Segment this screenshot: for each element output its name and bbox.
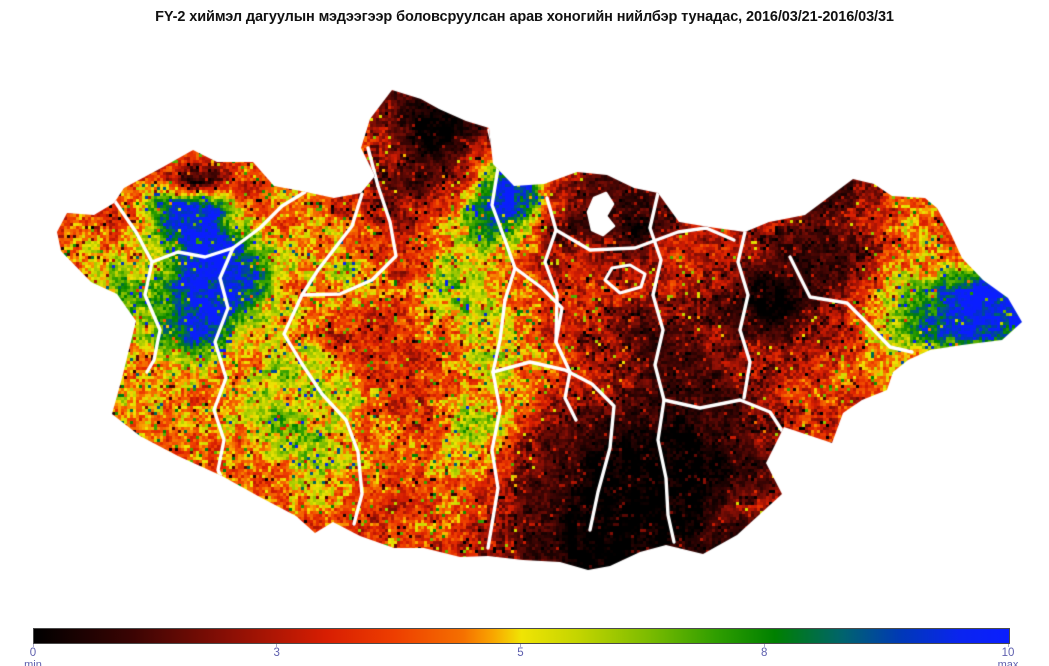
colorbar-max-label: max	[997, 659, 1019, 666]
colorbar-tickmark	[763, 644, 765, 647]
colorbar-tickmark	[32, 644, 34, 647]
colorbar-tickmark	[1007, 644, 1009, 647]
colorbar-min-label: min	[24, 659, 42, 666]
colorbar-gradient-bar	[33, 628, 1010, 644]
colorbar-tickmark	[276, 644, 278, 647]
colorbar-tick-label: 0 min	[24, 647, 42, 666]
mongolia-precipitation-map	[0, 0, 1049, 616]
colorbar-tick-label: 8	[761, 647, 768, 659]
colorbar-tick-label: 5	[517, 647, 524, 659]
colorbar-tickmark	[520, 644, 521, 647]
colorbar-tick-label: 3	[273, 647, 280, 659]
colorbar-tick-label: 10 max	[998, 647, 1019, 666]
colorbar: 0 min 3 5 8 10 max	[24, 628, 1018, 666]
